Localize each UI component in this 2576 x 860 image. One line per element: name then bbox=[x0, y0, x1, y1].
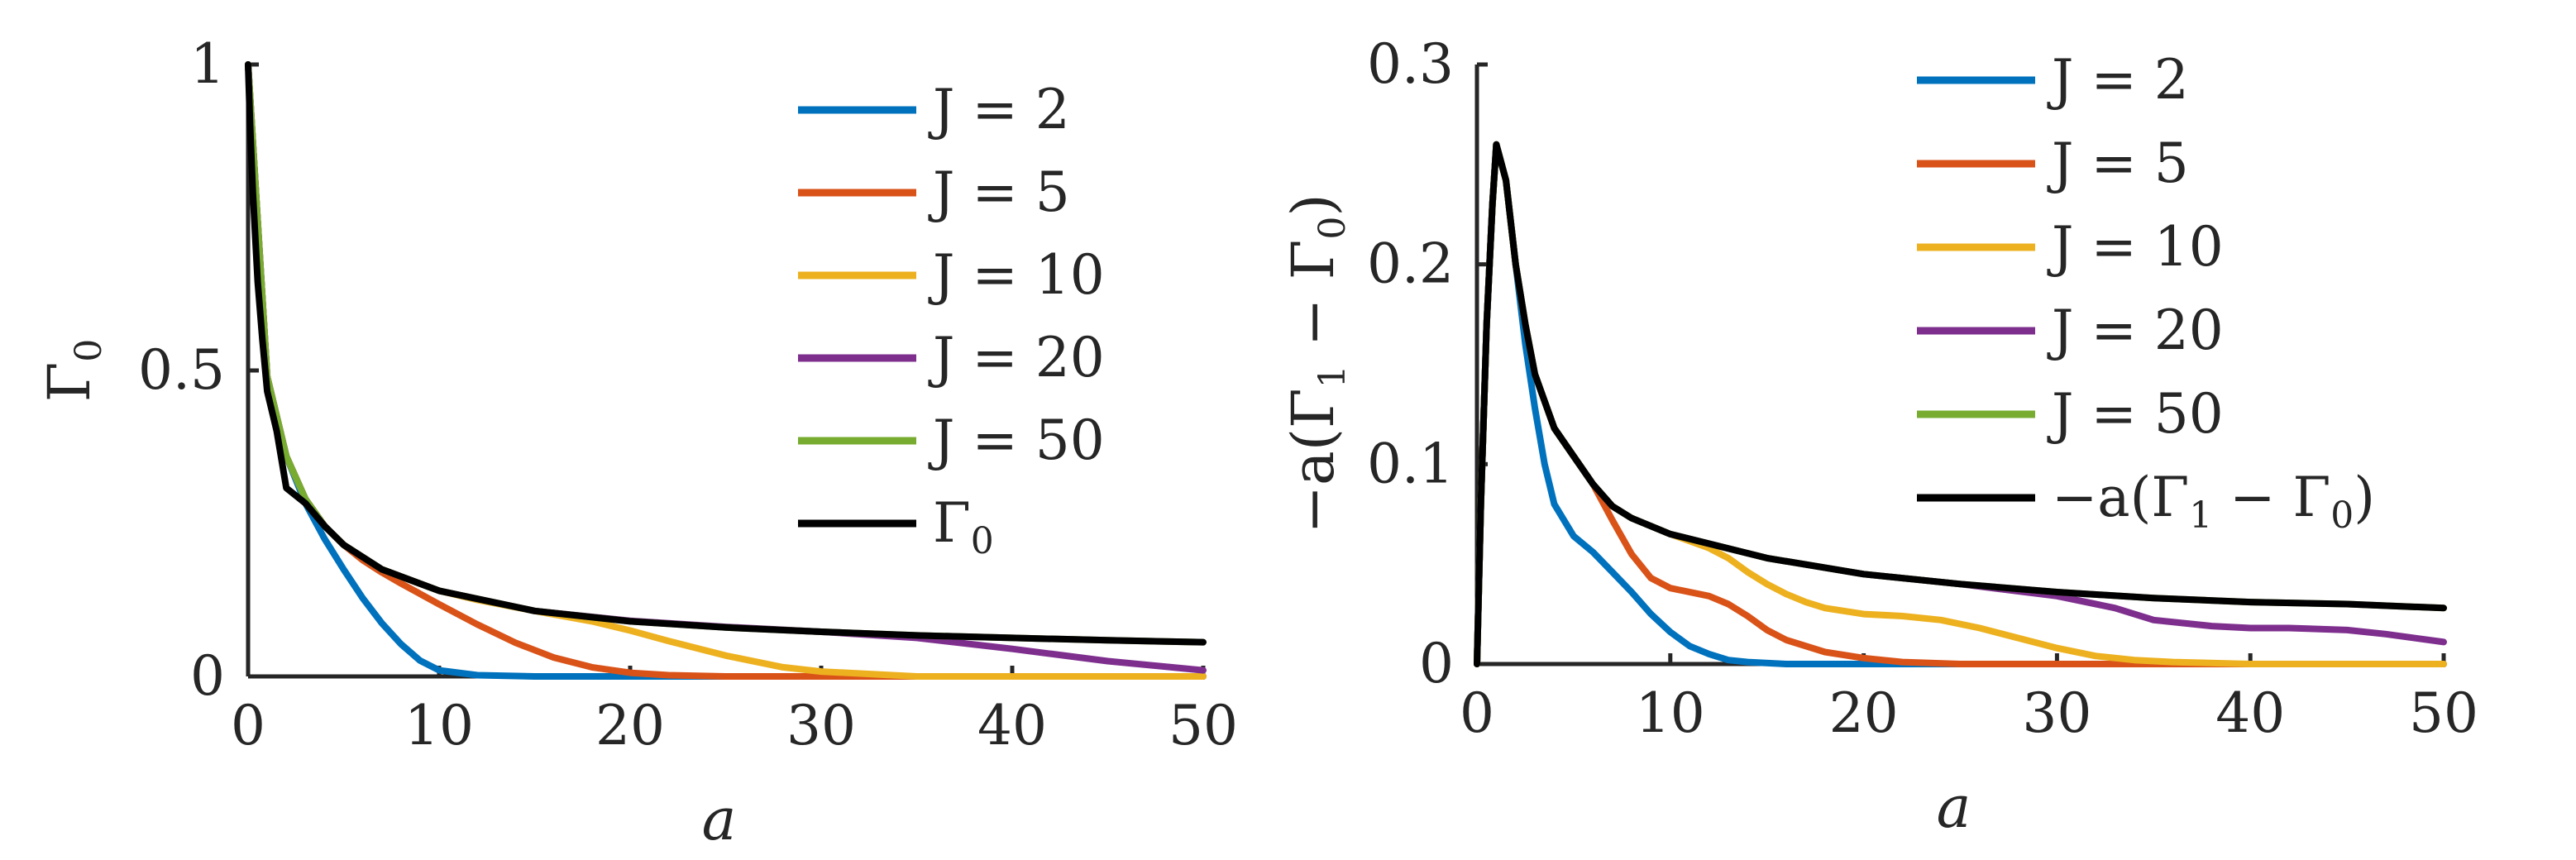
y-tick-label: 0 bbox=[1419, 632, 1454, 695]
legend-label-4: J = 50 bbox=[928, 408, 1105, 472]
legend-label-5: Γ0​ bbox=[933, 491, 994, 562]
y-tick-label: 0.1 bbox=[1367, 432, 1454, 495]
legend-label-5: −a(Γ1​ − Γ0​) bbox=[2052, 466, 2375, 537]
legend-label-0: J = 2 bbox=[928, 78, 1070, 141]
y-tick-label: 0.2 bbox=[1367, 232, 1454, 296]
x-tick-label: 20 bbox=[595, 694, 665, 757]
y-tick-label: 0.5 bbox=[138, 338, 225, 402]
series-line-5 bbox=[1474, 141, 2447, 667]
y-tick-label: 0.3 bbox=[1367, 32, 1454, 96]
y-tick-label: 0 bbox=[190, 644, 225, 708]
legend-label-3: J = 20 bbox=[928, 326, 1105, 389]
y-axis-label: −a(Γ1​ − Γ0​) bbox=[1279, 194, 1354, 533]
legend-label-2: J = 10 bbox=[2047, 215, 2224, 279]
legend-label-1: J = 5 bbox=[928, 160, 1070, 224]
x-tick-label: 50 bbox=[2409, 681, 2478, 745]
x-tick-label: 0 bbox=[231, 694, 265, 757]
x-axis-label: a bbox=[1937, 773, 1971, 841]
x-tick-label: 10 bbox=[1636, 681, 1705, 745]
left-panel: 0 10 20 30 40 50 0 0.5 1 a Γ0​ J = 2 J = 5 J = 10 J = … bbox=[36, 32, 1238, 853]
y-axis-label: Γ0​ bbox=[36, 339, 110, 403]
x-tick-label: 30 bbox=[786, 694, 856, 757]
x-axis-label: a bbox=[702, 786, 737, 853]
right-panel: 0 10 20 30 40 50 0 0.1 0.2 0.3 a −a(Γ1​ − Γ0​) J = 2… bbox=[1279, 32, 2478, 841]
legend-label-0: J = 2 bbox=[2047, 48, 2189, 112]
y-tick-label: 1 bbox=[190, 32, 225, 96]
x-tick-label: 30 bbox=[2022, 681, 2091, 745]
x-tick-label: 20 bbox=[1829, 681, 1899, 745]
x-tick-label: 40 bbox=[2215, 681, 2285, 745]
legend-label-3: J = 20 bbox=[2047, 299, 2224, 362]
x-tick-label: 50 bbox=[1169, 694, 1238, 757]
legend-label-4: J = 50 bbox=[2047, 382, 2224, 446]
series-line-5 bbox=[245, 61, 1207, 646]
legend-label-1: J = 5 bbox=[2047, 131, 2189, 195]
legend-label-2: J = 10 bbox=[928, 243, 1105, 307]
x-tick-label: 0 bbox=[1460, 681, 1494, 745]
x-tick-label: 10 bbox=[404, 694, 474, 757]
x-tick-label: 40 bbox=[977, 694, 1047, 757]
